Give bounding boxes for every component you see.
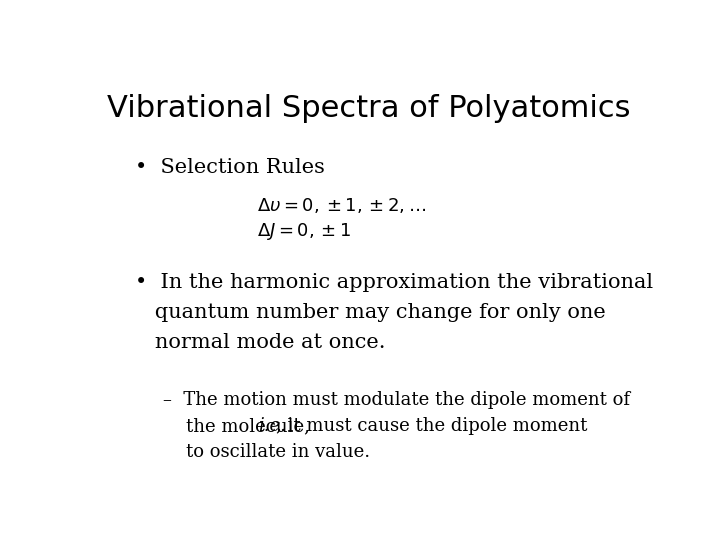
- Text: the molecule,: the molecule,: [163, 417, 315, 435]
- Text: quantum number may change for only one: quantum number may change for only one: [135, 303, 606, 322]
- Text: –  The motion must modulate the dipole moment of: – The motion must modulate the dipole mo…: [163, 391, 629, 409]
- Text: , it must cause the dipole moment: , it must cause the dipole moment: [276, 417, 588, 435]
- Text: $\Delta\upsilon = 0, \pm1, \pm2, \ldots$: $\Delta\upsilon = 0, \pm1, \pm2, \ldots$: [258, 196, 426, 215]
- Text: to oscillate in value.: to oscillate in value.: [163, 443, 369, 461]
- Text: i.e.: i.e.: [258, 417, 287, 435]
- Text: Vibrational Spectra of Polyatomics: Vibrational Spectra of Polyatomics: [107, 94, 631, 123]
- Text: normal mode at once.: normal mode at once.: [135, 333, 385, 353]
- Text: •  In the harmonic approximation the vibrational: • In the harmonic approximation the vibr…: [135, 273, 653, 292]
- Text: $\Delta J = 0, \pm1$: $\Delta J = 0, \pm1$: [258, 221, 351, 242]
- Text: •  Selection Rules: • Selection Rules: [135, 158, 325, 177]
